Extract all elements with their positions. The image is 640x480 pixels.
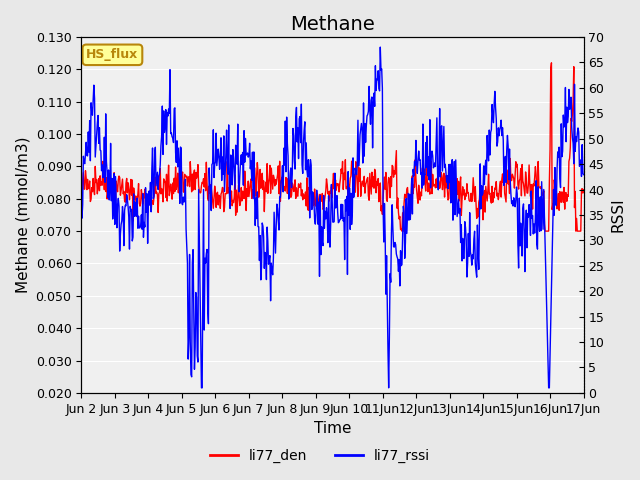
X-axis label: Time: Time — [314, 421, 351, 436]
Text: HS_flux: HS_flux — [86, 48, 138, 61]
Y-axis label: Methane (mmol/m3): Methane (mmol/m3) — [15, 137, 30, 293]
Title: Methane: Methane — [290, 15, 375, 34]
Legend: li77_den, li77_rssi: li77_den, li77_rssi — [204, 443, 436, 468]
Y-axis label: RSSI: RSSI — [610, 198, 625, 232]
